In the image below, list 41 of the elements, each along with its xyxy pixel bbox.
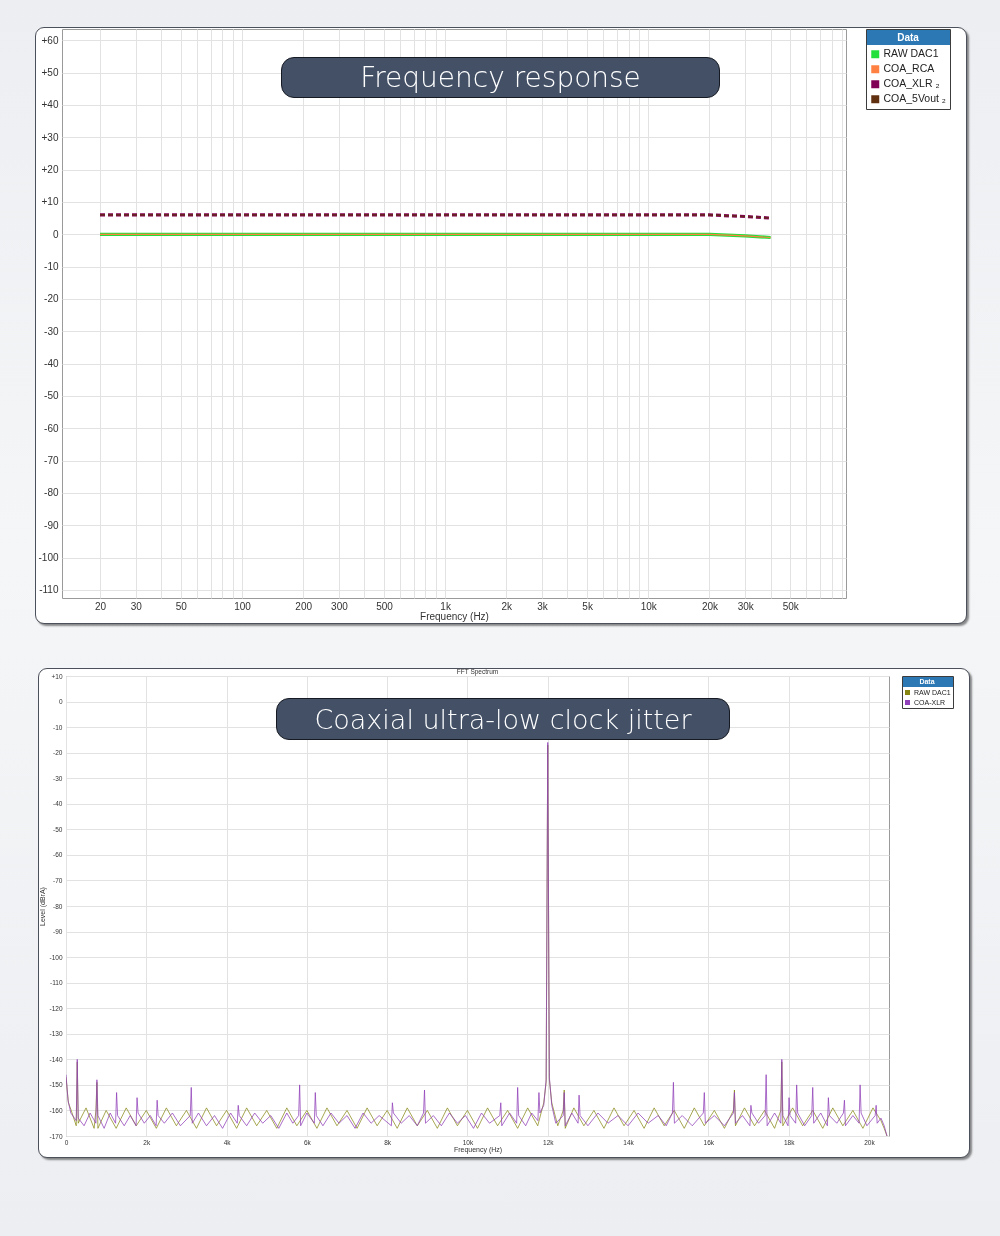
y-tick-label: -100 (38, 552, 59, 564)
x-tick-label: 2k (501, 600, 514, 612)
x-axis-title: Frequency (Hz) (420, 610, 489, 622)
y-tick-label: +40 (41, 99, 59, 111)
y-tick-label: -40 (44, 358, 59, 370)
y-tick-label: +20 (41, 164, 59, 176)
x-tick-label: 100 (234, 600, 252, 612)
x-tick-label: 500 (376, 600, 394, 612)
y-tick-label: -110 (39, 584, 59, 596)
x-tick-label: 50k (782, 600, 800, 612)
y-tick-label: -60 (44, 422, 59, 434)
title-banner: Coaxial ultra-low clock jitter (276, 698, 730, 740)
legend-label: COA_5Vout ₂ (883, 92, 946, 105)
x-tick-label: 30 (130, 600, 143, 612)
y-tick-label: +60 (41, 34, 59, 46)
x-tick-label: 50 (175, 600, 188, 612)
y-tick-label: -70 (44, 455, 59, 467)
y-tick-label: -80 (44, 487, 59, 499)
legend-label: COA_RCA (883, 62, 935, 75)
x-tick-label: 30k (737, 600, 755, 612)
x-tick-label: 1k (440, 600, 452, 612)
x-tick-label: 300 (331, 600, 349, 612)
y-tick-label: -30 (44, 325, 59, 337)
y-tick-label: -50 (44, 390, 59, 402)
x-tick-label: 10k (640, 600, 658, 612)
legend-label: RAW DAC1 (883, 47, 939, 60)
y-tick-label: +30 (41, 131, 59, 143)
legend-label: COA_XLR ₂ (883, 77, 940, 90)
x-tick-label: 20k (701, 600, 720, 612)
y-tick-label: 0 (52, 228, 59, 240)
y-tick-label: +10 (41, 196, 59, 208)
x-tick-label: 200 (295, 600, 313, 612)
title-banner: Frequency response (281, 57, 720, 98)
y-tick-label: -10 (44, 261, 59, 273)
x-tick-label: 5k (582, 600, 594, 612)
x-tick-label: 20 (94, 600, 107, 612)
y-tick-label: +50 (41, 67, 59, 79)
x-tick-label: 3k (537, 600, 549, 612)
y-tick-label: -20 (44, 293, 59, 305)
legend-title: Data (897, 32, 920, 43)
y-tick-label: -90 (44, 519, 59, 531)
